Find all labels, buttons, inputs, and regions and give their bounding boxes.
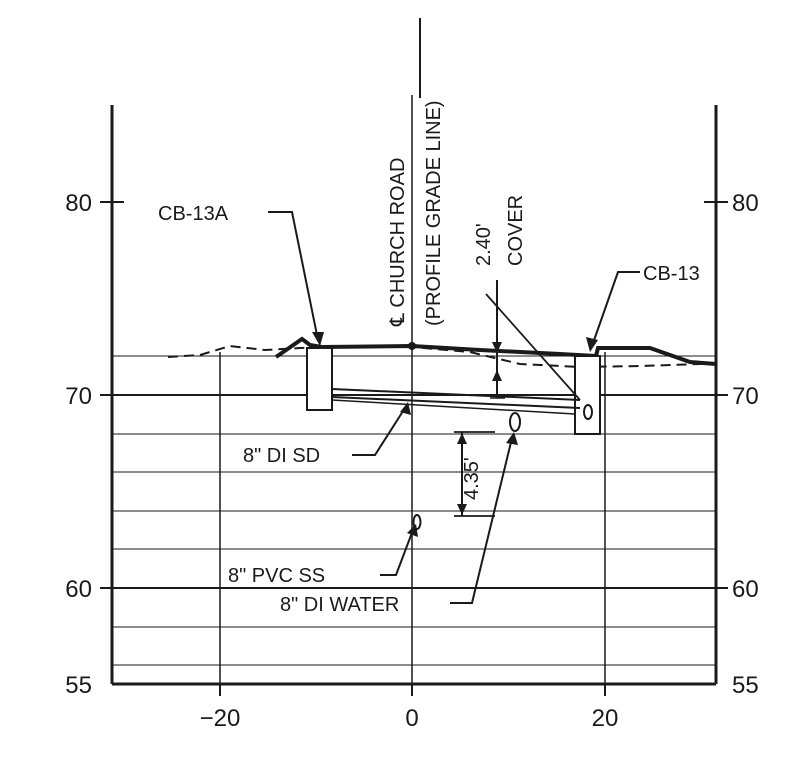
profile-grade-label: (PROFILE GRADE LINE) [423,100,445,326]
cb13-arrow [586,337,598,352]
depth-arrow-down [457,504,467,515]
callout-cb13a: CB-13A [158,203,324,346]
y-tick-left: 80 [65,190,92,217]
depth-dimension [454,431,495,517]
y-tick-right: 80 [732,190,759,217]
catch-basin-cb13 [574,355,601,435]
callout-di-water: 8" DI WATER [280,432,518,616]
y-tick-labels-left: 80 70 60 55 [65,190,92,699]
pipe-ellipse-cb13 [583,404,593,420]
pvc-ss-leader [380,529,414,576]
y-tick-left: 60 [65,576,92,603]
y-tick-left: 55 [65,672,92,699]
di-sd-arrow [400,402,411,415]
callout-di-sd: 8" DI SD [243,402,411,467]
y-tick-right: 55 [732,672,759,699]
di-water-arrow [506,432,518,445]
di-sd-leader [352,407,406,456]
catch-basin-cb13a [306,347,333,411]
cover-arrow-up [492,370,502,381]
cb13-label: CB-13 [643,263,700,285]
cb13-leader [591,271,640,347]
x-tick: 0 [405,705,418,732]
y-tick-labels-right: 80 70 60 55 [732,190,759,699]
proposed-surface-line [274,336,717,366]
cover-leader-line [485,293,581,401]
depth-value-label: 4.35' [461,457,483,500]
cover-word-label: COVER [505,195,527,266]
water-main-symbol [509,412,521,432]
y-tick-right: 60 [732,576,759,603]
cb13a-leader [268,211,319,341]
callout-pvc-ss: 8" PVC SS [228,524,418,587]
di-water-label: 8" DI WATER [280,594,399,616]
depth-arrow-up [457,433,467,444]
cb13a-arrow [312,332,324,346]
callout-cb13: CB-13 [586,263,700,352]
centerline-label: ℄ CHURCH ROAD [387,158,409,327]
cover-arrow-down [492,342,502,353]
grid-lines [112,95,716,684]
x-tick: −20 [200,705,241,732]
profile-grade-point [408,342,416,350]
x-tick-labels: −20 0 20 [200,705,619,732]
di-sd-label: 8" DI SD [243,445,320,467]
storm-drain-pipe-bottom [331,396,581,409]
pipe-invert-line [331,399,576,415]
cover-value-label: 2.40' [473,223,495,266]
x-tick: 20 [592,705,619,732]
axes-frame [100,105,728,696]
cover-dimension [485,280,581,401]
cb13a-label: CB-13A [158,203,229,225]
pvc-ss-label: 8" PVC SS [228,565,325,587]
storm-drain-pipe-top [331,388,581,401]
y-tick-right: 70 [732,383,759,410]
pvc-ss-arrow [407,524,418,537]
y-tick-left: 70 [65,383,92,410]
di-water-leader [450,437,513,604]
